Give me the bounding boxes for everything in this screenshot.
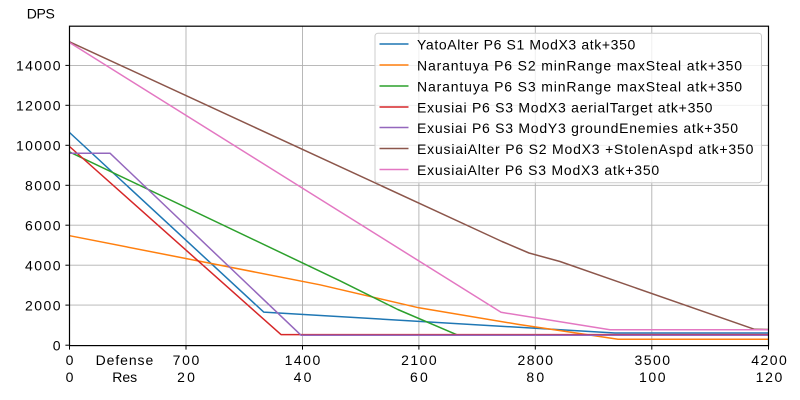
svg-text:8000: 8000 [25, 178, 62, 194]
svg-text:Exusiai P6 S3 ModY3 groundEnem: Exusiai P6 S3 ModY3 groundEnemies atk+35… [417, 120, 739, 136]
svg-text:Res: Res [112, 369, 137, 385]
svg-text:2000: 2000 [25, 297, 62, 313]
svg-text:2100: 2100 [401, 352, 438, 368]
svg-text:100: 100 [639, 369, 667, 385]
svg-text:4000: 4000 [25, 258, 62, 274]
svg-text:80: 80 [526, 369, 546, 385]
svg-text:Narantuya P6 S2 minRange maxSt: Narantuya P6 S2 minRange maxSteal atk+35… [417, 57, 743, 73]
svg-text:14000: 14000 [16, 58, 62, 74]
svg-text:0: 0 [66, 369, 74, 385]
svg-text:3500: 3500 [634, 352, 671, 368]
svg-text:0: 0 [66, 352, 74, 368]
svg-text:Defense: Defense [96, 352, 155, 368]
svg-text:ExusiaiAlter P6 S2 ModX3 +Stol: ExusiaiAlter P6 S2 ModX3 +StolenAspd atk… [417, 141, 754, 157]
svg-text:12000: 12000 [16, 98, 62, 114]
svg-text:YatoAlter P6 S1 ModX3 atk+350: YatoAlter P6 S1 ModX3 atk+350 [417, 36, 636, 52]
svg-text:1400: 1400 [285, 352, 322, 368]
svg-text:6000: 6000 [25, 218, 62, 234]
svg-text:10000: 10000 [16, 138, 62, 154]
svg-text:120: 120 [756, 369, 784, 385]
svg-text:20: 20 [177, 369, 197, 385]
svg-text:4200: 4200 [751, 352, 788, 368]
svg-text:40: 40 [294, 369, 314, 385]
svg-text:Narantuya P6 S3 minRange maxSt: Narantuya P6 S3 minRange maxSteal atk+35… [417, 78, 743, 94]
svg-text:Exusiai P6 S3 ModX3 aerialTarg: Exusiai P6 S3 ModX3 aerialTarget atk+350 [417, 99, 713, 115]
svg-text:700: 700 [173, 352, 201, 368]
svg-text:0: 0 [53, 338, 61, 354]
svg-text:ExusiaiAlter P6 S3 ModX3 atk+3: ExusiaiAlter P6 S3 ModX3 atk+350 [417, 162, 660, 178]
svg-text:2800: 2800 [517, 352, 554, 368]
svg-text:60: 60 [410, 369, 430, 385]
svg-text:DPS: DPS [27, 5, 55, 21]
